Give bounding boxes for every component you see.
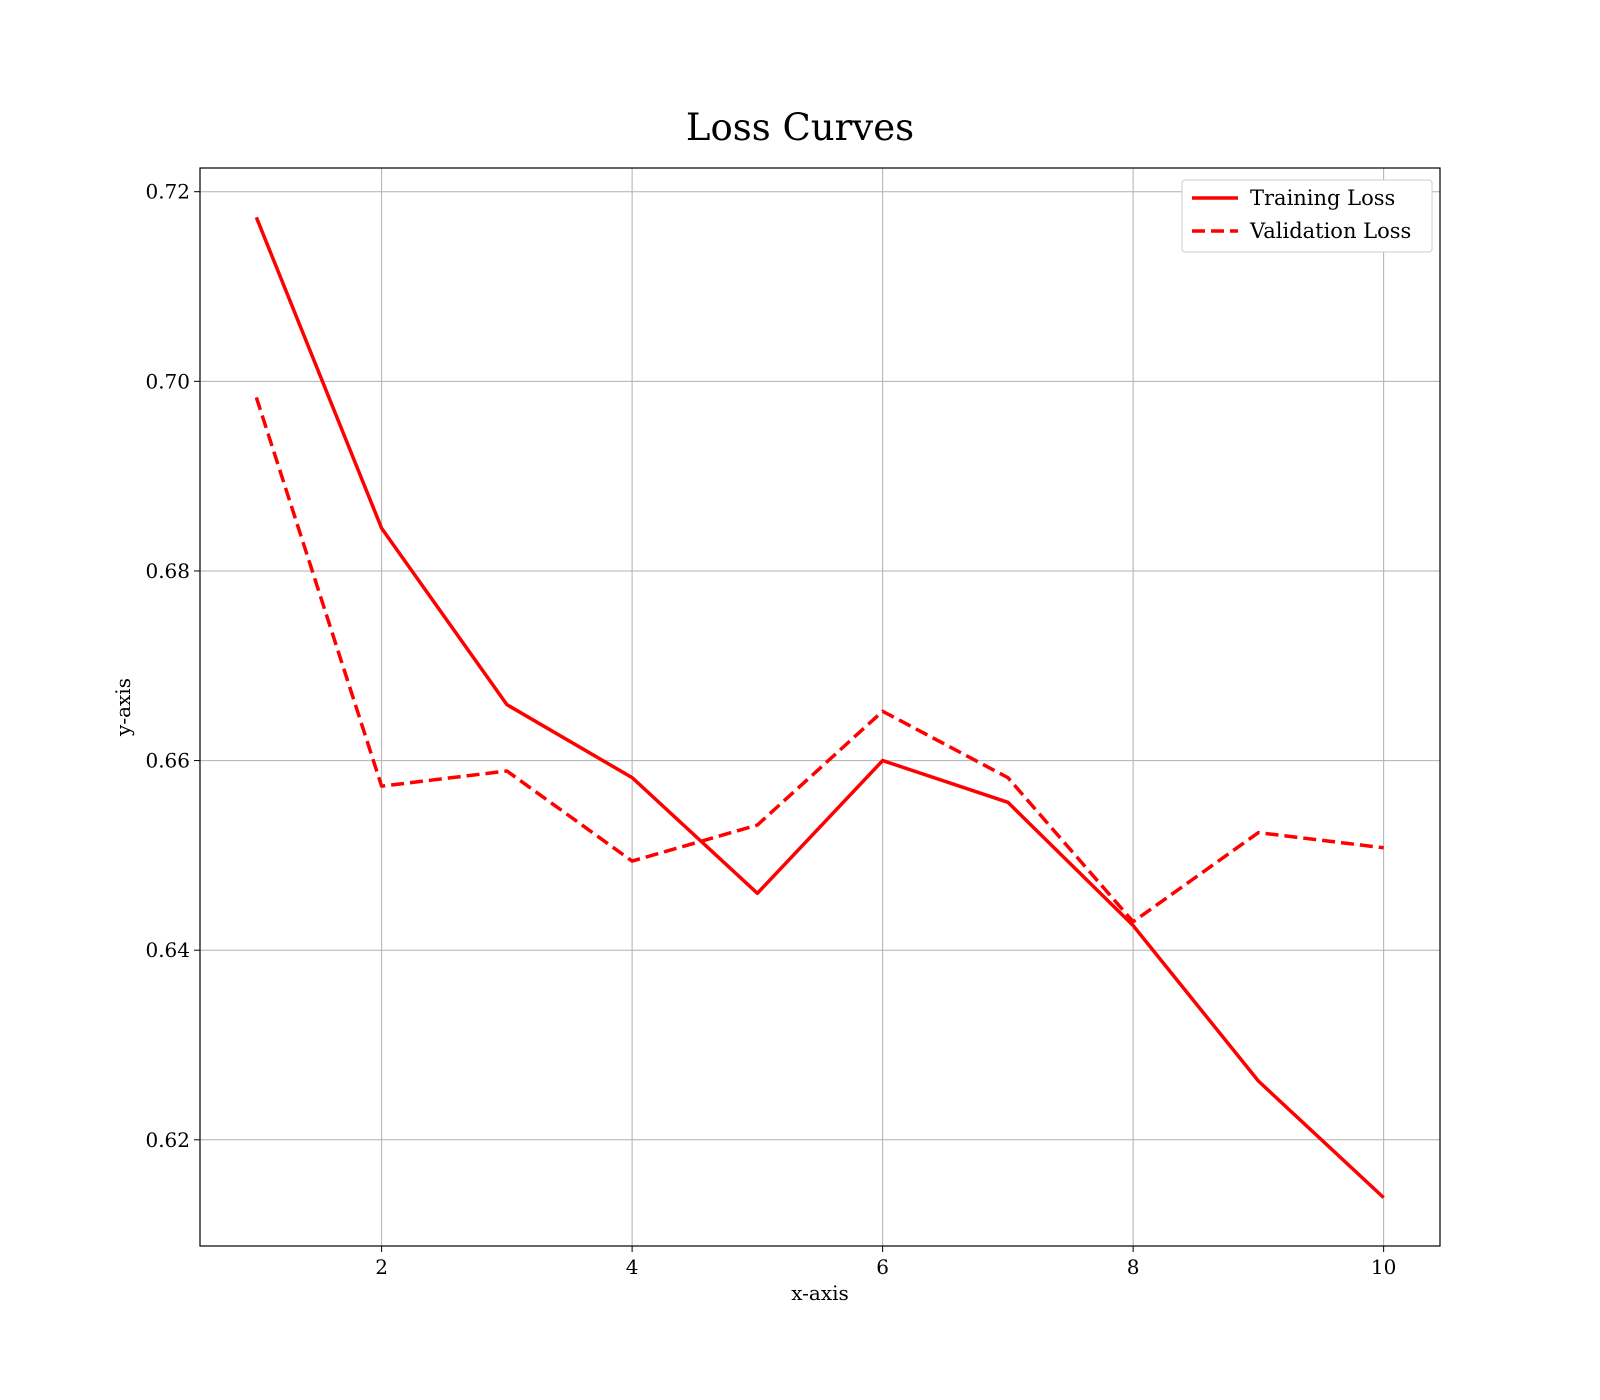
x-tick-label: 2 (375, 1255, 388, 1279)
y-tick-label: 0.72 (145, 180, 190, 204)
legend-label-training-loss: Training Loss (1250, 186, 1395, 210)
validation-loss-line (254, 396, 1384, 924)
training-loss-line (254, 216, 1385, 1199)
axis-ticks: 2 4 6 8 10 0.62 0.64 0.66 0.68 0.70 0.72 (145, 180, 1396, 1279)
legend: Training Loss Validation Loss (1181, 179, 1433, 253)
x-tick-label: 8 (1127, 1255, 1140, 1279)
legend-label-validation-loss: Validation Loss (1249, 219, 1411, 243)
y-tick-label: 0.64 (145, 938, 190, 962)
plot-area-frame (199, 167, 1441, 1247)
x-tick-label: 6 (876, 1255, 889, 1279)
y-tick-label: 0.68 (145, 559, 190, 583)
y-tick-label: 0.70 (145, 369, 190, 393)
chart-title: Loss Curves (686, 106, 914, 149)
legend-box (1181, 179, 1433, 253)
y-tick-label: 0.66 (145, 749, 190, 773)
y-axis-label: y-axis (111, 678, 135, 737)
series-lines (254, 216, 1385, 1199)
x-tick-label: 10 (1371, 1255, 1396, 1279)
x-axis-label: x-axis (791, 1281, 849, 1305)
x-tick-label: 4 (626, 1255, 639, 1279)
y-tick-label: 0.62 (145, 1128, 190, 1152)
